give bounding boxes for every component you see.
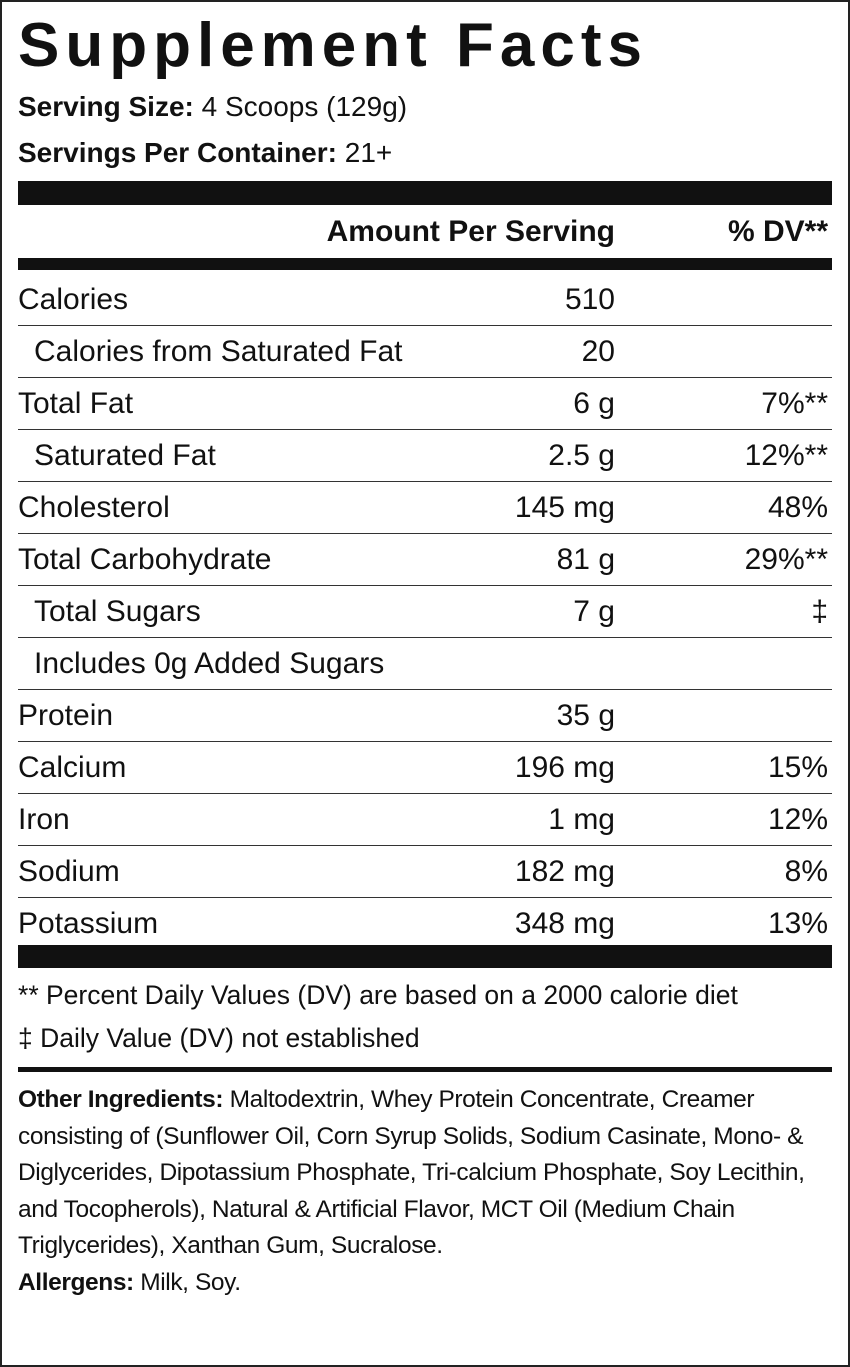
ingredients-divider — [18, 1067, 832, 1072]
nutrient-dv: 12% — [767, 803, 828, 836]
other-ingredients: Other Ingredients: Maltodextrin, Whey Pr… — [18, 1082, 834, 1265]
thick-divider — [18, 181, 832, 205]
nutrient-label: Cholesterol — [18, 491, 170, 524]
page-title: Supplement Facts — [18, 11, 648, 80]
nutrient-dv: 48% — [767, 491, 828, 524]
other-ingredients-label: Other Ingredients: — [18, 1086, 224, 1113]
header-dv: % DV** — [727, 215, 828, 248]
nutrient-dv: 13% — [767, 907, 828, 940]
nutrient-amount: 20 — [581, 335, 615, 368]
nutrient-row: Total Fat 6 g 7%** — [18, 378, 832, 430]
nutrient-label: Includes 0g Added Sugars — [34, 647, 385, 680]
nutrient-amount: 2.5 g — [548, 439, 615, 472]
nutrient-amount: 35 g — [556, 699, 615, 732]
nutrient-amount: 1 mg — [548, 803, 615, 836]
nutrient-amount: 182 mg — [514, 855, 615, 888]
footnote-not-established: ‡ Daily Value (DV) not established — [18, 1023, 420, 1053]
nutrient-amount: 145 mg — [514, 491, 615, 524]
nutrient-row: Total Carbohydrate 81 g 29%** — [18, 534, 832, 586]
nutrient-row: Cholesterol 145 mg 48% — [18, 482, 832, 534]
nutrient-row: Potassium 348 mg 13% — [18, 898, 832, 949]
allergens: Allergens: Milk, Soy. — [18, 1265, 834, 1302]
serving-size-value: 4 Scoops (129g) — [201, 91, 408, 122]
nutrient-amount: 348 mg — [514, 907, 615, 940]
nutrient-dv: ‡ — [811, 595, 828, 628]
nutrient-amount: 196 mg — [514, 751, 615, 784]
nutrient-label: Total Sugars — [34, 595, 201, 628]
nutrient-label: Protein — [18, 699, 114, 732]
nutrient-row: Iron 1 mg 12% — [18, 794, 832, 846]
allergens-label: Allergens: — [18, 1268, 134, 1296]
nutrient-amount: 510 — [564, 283, 615, 316]
servings-per-container-value: 21+ — [344, 137, 393, 168]
nutrient-label: Iron — [18, 803, 70, 836]
nutrient-label: Calories — [18, 283, 129, 316]
nutrient-row: Includes 0g Added Sugars — [18, 638, 832, 690]
nutrient-row: Sodium 182 mg 8% — [18, 846, 832, 898]
header-amount: Amount Per Serving — [326, 215, 615, 248]
header-divider — [18, 258, 832, 270]
nutrient-table: Calories 510 Calories from Saturated Fat 20… — [18, 274, 832, 949]
serving-size-label: Serving Size: — [18, 91, 194, 122]
nutrient-dv: 8% — [784, 855, 828, 888]
nutrient-row: Saturated Fat 2.5 g 12%** — [18, 430, 832, 482]
footnote-dv: ** Percent Daily Values (DV) are based o… — [18, 980, 738, 1010]
nutrient-label: Calories from Saturated Fat — [34, 335, 403, 368]
nutrient-label: Saturated Fat — [34, 439, 216, 472]
nutrient-label: Calcium — [18, 751, 127, 784]
nutrient-dv: 29%** — [744, 543, 828, 576]
nutrient-row: Total Sugars 7 g ‡ — [18, 586, 832, 638]
servings-per-container-label: Servings Per Container: — [18, 137, 337, 168]
nutrient-row: Calories from Saturated Fat 20 — [18, 326, 832, 378]
thick-divider-bottom — [18, 945, 832, 968]
nutrient-amount: 81 g — [556, 543, 615, 576]
nutrient-label: Total Carbohydrate — [18, 543, 272, 576]
serving-size: Serving Size: 4 Scoops (129g) — [18, 90, 407, 124]
other-ingredients-text: Maltodextrin, Whey Protein Concentrate, … — [18, 1086, 805, 1259]
ingredients-block: Other Ingredients: Maltodextrin, Whey Pr… — [18, 1082, 834, 1301]
servings-per-container: Servings Per Container: 21+ — [18, 136, 392, 170]
nutrient-label: Potassium — [18, 907, 159, 940]
nutrient-row: Calories 510 — [18, 274, 832, 326]
allergens-text: Milk, Soy. — [140, 1268, 241, 1296]
nutrient-dv: 15% — [767, 751, 828, 784]
nutrient-row: Protein 35 g — [18, 690, 832, 742]
nutrient-amount: 6 g — [573, 387, 615, 420]
nutrient-label: Total Fat — [18, 387, 134, 420]
nutrient-row: Calcium 196 mg 15% — [18, 742, 832, 794]
nutrient-dv: 7%** — [761, 387, 828, 420]
nutrient-label: Sodium — [18, 855, 120, 888]
nutrient-dv: 12%** — [744, 439, 828, 472]
nutrient-amount: 7 g — [573, 595, 615, 628]
